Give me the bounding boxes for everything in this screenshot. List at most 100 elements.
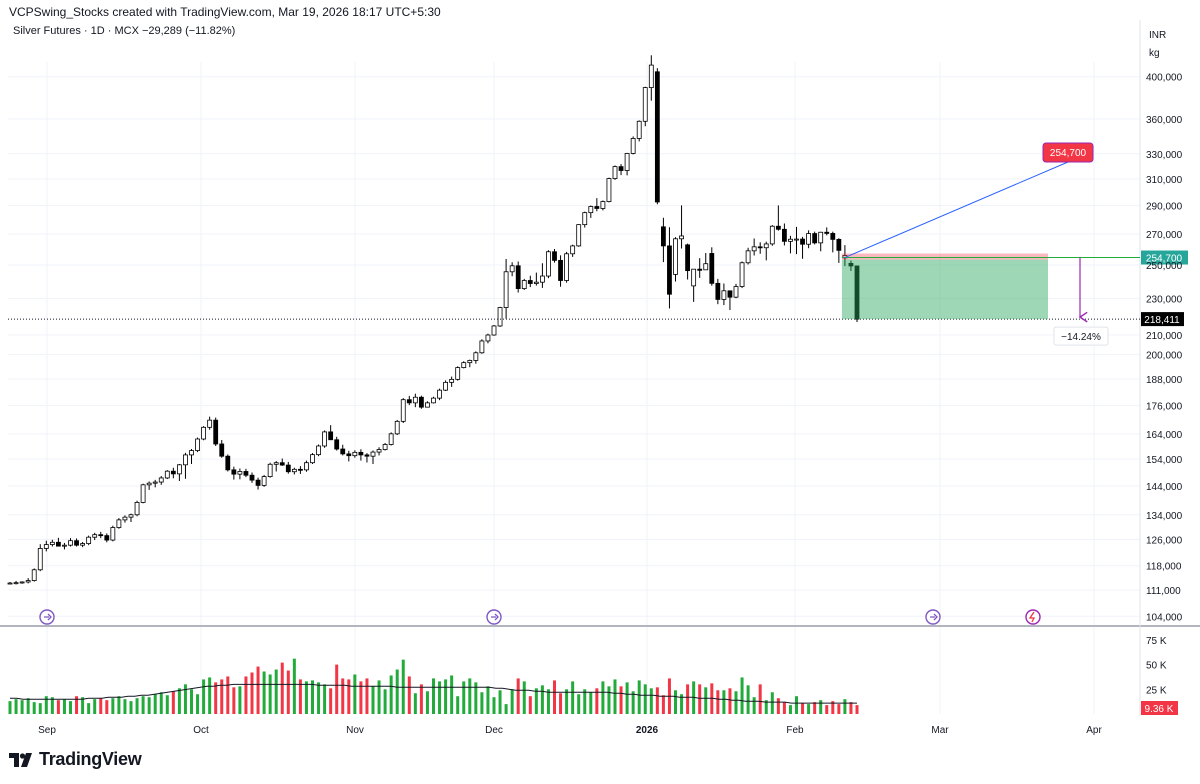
candle-body: [437, 389, 442, 399]
candle-body: [183, 454, 188, 466]
candle-body: [800, 238, 805, 245]
candle-body: [310, 454, 315, 464]
volume-bar: [395, 669, 399, 714]
candle-body: [334, 439, 340, 450]
candle-body: [455, 367, 461, 380]
tradingview-brand[interactable]: TradingView: [9, 749, 142, 770]
candle-body: [388, 433, 394, 445]
volume-bar: [583, 689, 587, 714]
y-tick-label: 118,000: [1146, 562, 1182, 573]
brand-name: TradingView: [39, 749, 142, 769]
volume-bar: [728, 688, 732, 714]
volume-bar: [425, 691, 429, 714]
candle-body: [667, 245, 672, 295]
candle-body: [49, 541, 55, 545]
volume-bar: [764, 700, 768, 714]
candle-body: [636, 120, 642, 139]
candle-body: [588, 206, 594, 214]
volume-bar: [661, 695, 665, 714]
volume-bar: [81, 697, 85, 714]
candle-body: [769, 225, 775, 245]
candle-body: [546, 251, 551, 277]
volume-bar: [232, 687, 236, 714]
volume-moving-average: [10, 683, 857, 704]
candle-body: [461, 362, 467, 368]
candle-body: [757, 246, 763, 249]
volume-bar: [468, 678, 472, 714]
volume-bar: [62, 699, 66, 714]
lightning-icon: [1028, 611, 1036, 623]
volume-bar: [383, 689, 387, 714]
volume-bar: [589, 692, 593, 714]
y-tick-label: 360,000: [1146, 115, 1183, 126]
volume-bar: [674, 690, 677, 714]
volume-bar: [298, 679, 302, 714]
volume-bar: [268, 674, 272, 714]
target-label-box: [1042, 142, 1094, 163]
x-tick-label: Sep: [38, 725, 56, 736]
drawing-tools: 254,700 −14.24% 254,700 218,411 9.36 K: [8, 142, 1188, 715]
volume-bar: [643, 684, 647, 714]
candle-body: [279, 462, 285, 466]
symbol-legend[interactable]: Silver Futures · 1D · MCX −29,289 (−11.8…: [13, 25, 236, 37]
volume-bar: [480, 692, 484, 714]
candle-body: [37, 548, 43, 571]
candle-body: [412, 396, 418, 404]
candle-body: [110, 527, 116, 541]
change-label-text: −14.24%: [1061, 332, 1101, 343]
candle-body: [673, 238, 678, 275]
candle-body: [189, 450, 194, 456]
candle-body: [243, 471, 249, 476]
volume-bar: [377, 680, 381, 714]
candle-body: [691, 268, 697, 287]
volume-bar: [202, 679, 206, 714]
earnings-marker-icon: [1025, 609, 1041, 625]
volume-bar: [837, 704, 841, 714]
volume-bar: [595, 688, 599, 714]
candle-body: [824, 231, 830, 234]
candle-body: [267, 463, 273, 477]
volume-bar: [758, 684, 762, 714]
volume-bar: [528, 696, 532, 714]
candle-body: [431, 397, 436, 404]
trend-line: [844, 161, 1069, 258]
candle-body: [13, 582, 19, 585]
volume-bar: [782, 702, 786, 714]
volume-bar: [38, 703, 42, 714]
candle-body: [201, 426, 207, 440]
volume-bar: [510, 689, 514, 714]
candle-body: [376, 449, 382, 453]
candle-body: [116, 519, 122, 528]
x-tick-label: Oct: [193, 725, 209, 736]
volume-bar: [649, 688, 653, 714]
x-tick-label: Nov: [346, 725, 364, 736]
volume-tick-label: 50 K: [1146, 661, 1167, 672]
candle-body: [406, 399, 412, 404]
x-tick-label: Apr: [1086, 725, 1102, 736]
volume-bar: [407, 676, 411, 714]
volume-bar: [655, 687, 659, 714]
candle-body: [812, 233, 818, 244]
volume-bar: [56, 700, 60, 714]
volume-bar: [359, 681, 363, 714]
candle-body: [146, 482, 152, 486]
candle-body: [467, 360, 473, 364]
y-tick-label: 176,000: [1146, 402, 1183, 413]
entry-price-tag-text: 254,700: [1146, 254, 1183, 265]
volume-bar: [619, 686, 623, 714]
profit-zone: [841, 259, 1048, 320]
volume-bar: [746, 685, 750, 714]
y-tick-label: 250,000: [1146, 261, 1183, 272]
volume-bar: [565, 689, 569, 714]
volume-bar: [99, 698, 103, 714]
volume-bar: [419, 684, 423, 714]
candle-body: [382, 444, 388, 450]
volume-bar: [601, 681, 605, 714]
event-arrow-icon: [491, 613, 499, 621]
candle-body: [255, 479, 261, 486]
volume-bar: [183, 684, 187, 714]
y-tick-label: 164,000: [1146, 430, 1183, 441]
volume-bar: [474, 682, 478, 714]
volume-bar: [256, 666, 260, 714]
